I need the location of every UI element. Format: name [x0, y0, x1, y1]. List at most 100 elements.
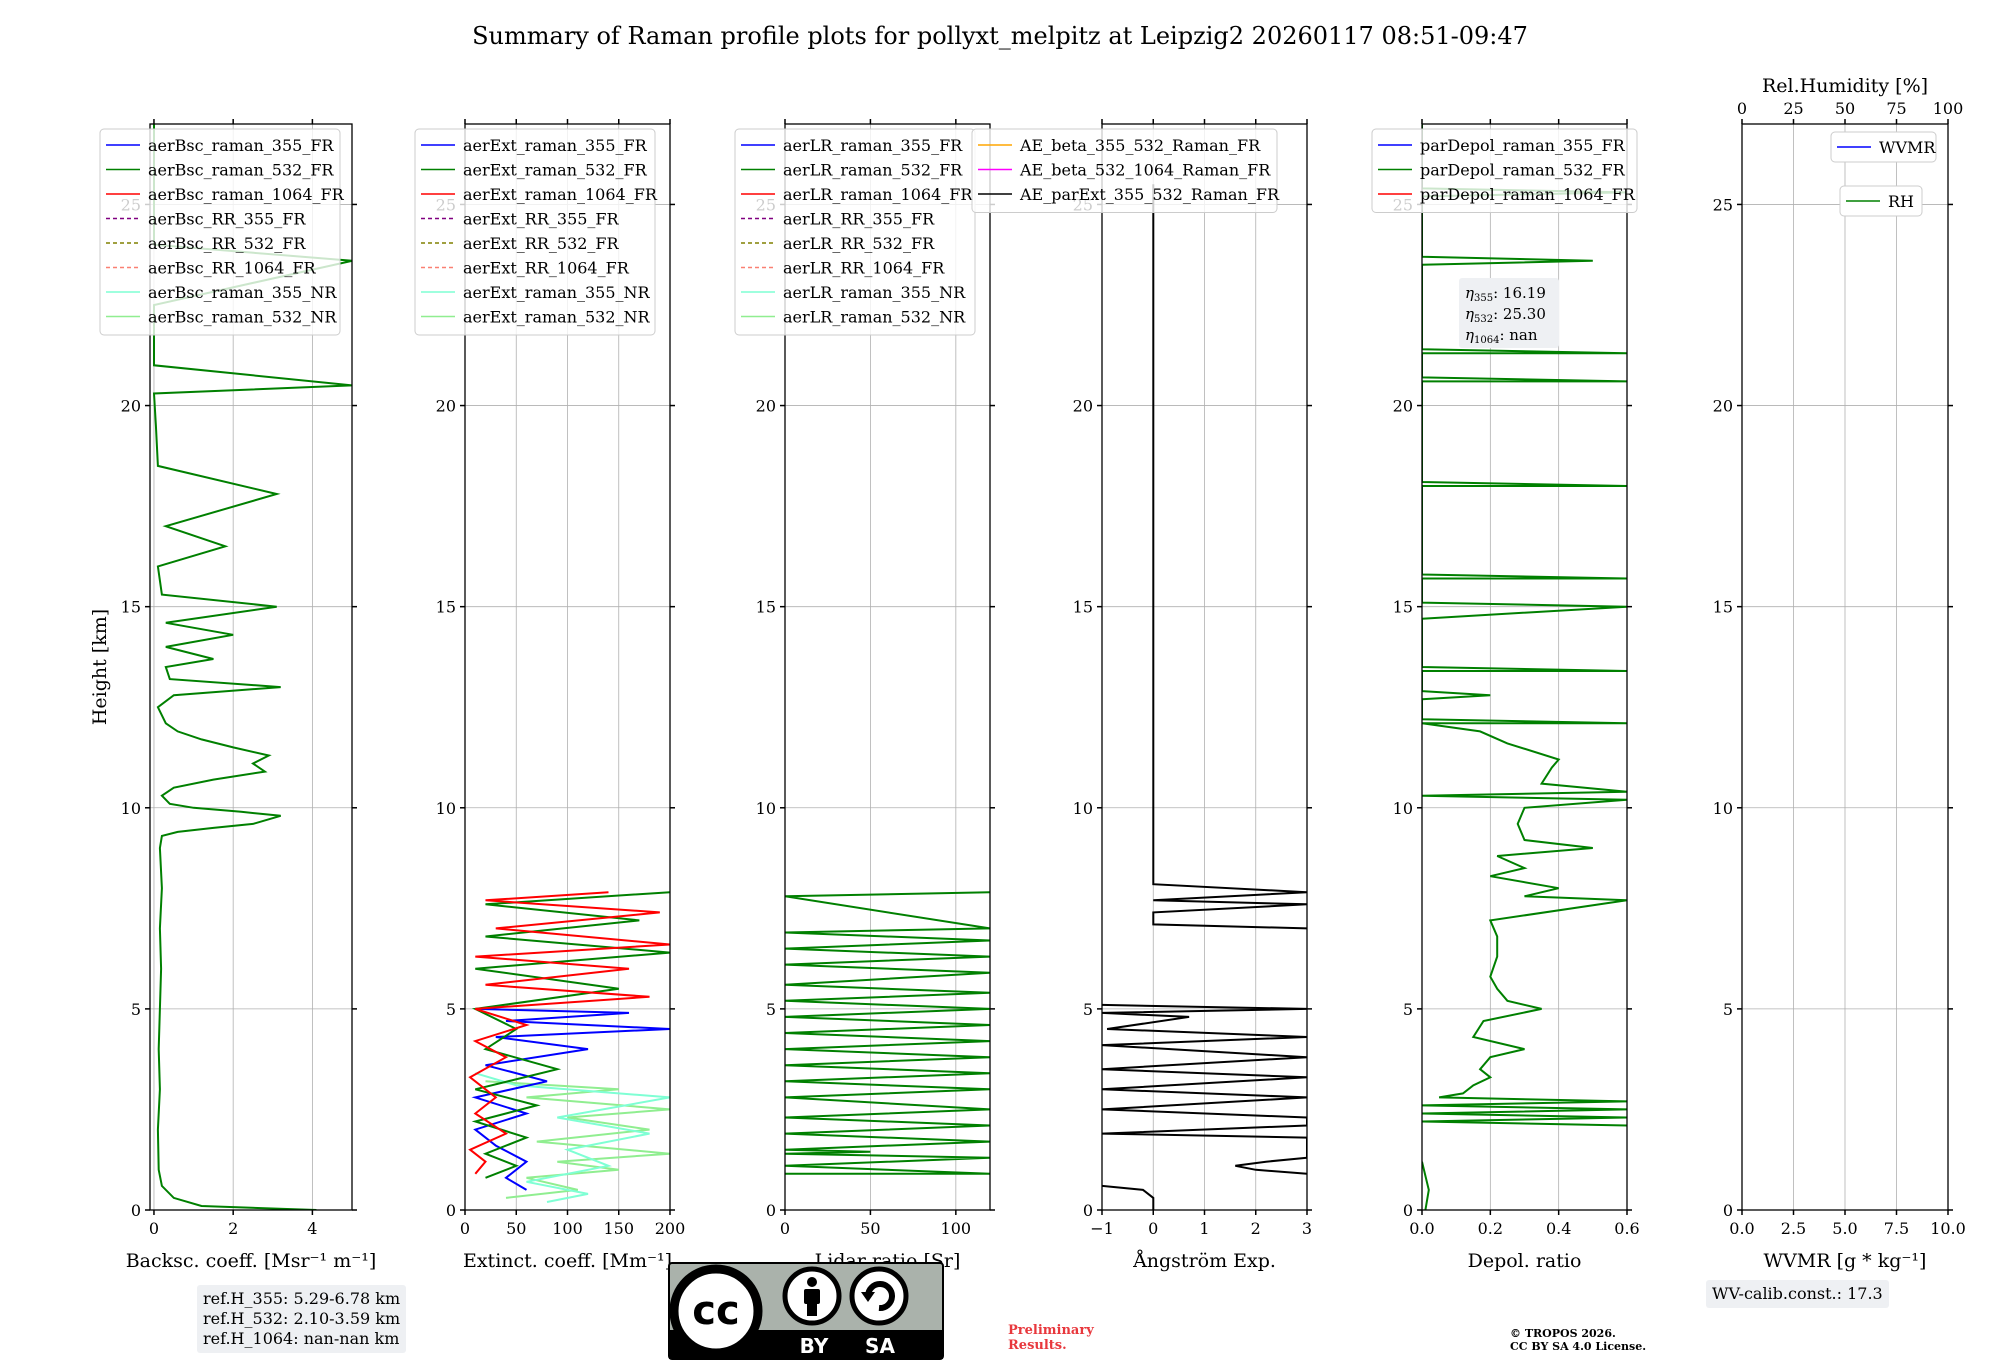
x-tick-label: 10.0	[1930, 1219, 1966, 1238]
badge-sa-text: SA	[865, 1334, 895, 1358]
x-axis-label: Ångström Exp.	[1132, 1250, 1276, 1272]
legend-label: RH	[1888, 192, 1914, 211]
x-tick-label: 0	[460, 1219, 470, 1238]
series-group	[785, 891, 990, 1175]
y-tick-label: 10	[121, 799, 141, 818]
x-tick-label: 150	[603, 1219, 634, 1238]
panel-bsc: 0510152025024Backsc. coeff. [Msr⁻¹ m⁻¹]a…	[99, 119, 377, 1272]
x-tick-label: −1	[1090, 1219, 1114, 1238]
legend-RH: RH	[1839, 185, 1923, 217]
x-tick-label: 100	[552, 1219, 583, 1238]
panel-ext: 0510152025050100150200Extinct. coeff. [M…	[414, 119, 686, 1272]
y-tick-label: 20	[1073, 397, 1093, 416]
eta-355: η355: 16.19	[1465, 284, 1546, 304]
series-group	[468, 891, 670, 1203]
legend-label: aerLR_raman_532_FR	[783, 161, 963, 180]
legend-label: aerExt_raman_532_NR	[463, 308, 651, 327]
eta-532: η532: 25.30	[1465, 305, 1546, 325]
x-tick-label: 0.2	[1478, 1219, 1503, 1238]
legend-label: aerBsc_raman_1064_FR	[148, 185, 345, 204]
x-axis-label: WVMR [g * kg⁻¹]	[1764, 1250, 1927, 1272]
reference-height-box: ref.H_355: 5.29-6.78 km ref.H_532: 2.10-…	[197, 1285, 407, 1353]
wv-calib-const: WV-calib.const.: 17.3	[1712, 1284, 1883, 1303]
legend-frame	[99, 128, 341, 336]
y-tick-label: 15	[436, 598, 456, 617]
series-line-AE_parExt_355_532_Raman_FR	[1102, 1003, 1307, 1175]
y-tick-label: 5	[1083, 1000, 1093, 1019]
y-tick-label: 20	[756, 397, 776, 416]
legend-label: parDepol_raman_1064_FR	[1420, 185, 1636, 204]
copyright-line-1: © TROPOS 2026.	[1510, 1327, 1616, 1340]
series-line-aerExt_raman_1064_FR	[468, 891, 670, 1175]
y-tick-label: 10	[436, 799, 456, 818]
legend-WVMR: WVMR	[1830, 131, 1937, 163]
x-tick-label: 7.5	[1884, 1219, 1909, 1238]
y-tick-label: 5	[446, 1000, 456, 1019]
x-tick-label: 0	[780, 1219, 790, 1238]
legend-label: aerLR_raman_1064_FR	[783, 185, 973, 204]
legend-label: aerExt_raman_355_FR	[463, 136, 648, 155]
x-tick-label: 50	[506, 1219, 526, 1238]
legend-label: aerExt_raman_355_NR	[463, 283, 651, 302]
legend-label: aerExt_RR_1064_FR	[463, 259, 630, 278]
legend-label: aerExt_RR_355_FR	[463, 210, 620, 229]
legend: aerLR_raman_355_FR aerLR_raman_532_FR aerL…	[734, 128, 976, 336]
legend-label: AE_beta_355_532_Raman_FR	[1019, 136, 1261, 155]
legend-label: aerBsc_RR_532_FR	[148, 234, 306, 253]
y-tick-label: 0	[131, 1201, 141, 1220]
y-tick-label: 0	[1723, 1201, 1733, 1220]
share-alike-icon	[849, 1266, 909, 1326]
top-x-tick-label: 25	[1783, 99, 1803, 118]
top-x-tick-label: 75	[1886, 99, 1906, 118]
series-line-aerExt_raman_355_NR	[475, 1072, 670, 1203]
axes-frame	[784, 123, 991, 1211]
x-tick-label: 0.4	[1546, 1219, 1571, 1238]
legend-label: aerExt_RR_532_FR	[463, 234, 620, 253]
series-line-aerLR_raman_532_FR	[785, 891, 990, 1175]
legend-frame	[1830, 131, 1937, 163]
series-line-AE_parExt_355_532_Raman_FR	[1102, 1184, 1155, 1210]
legend-label: aerBsc_RR_1064_FR	[148, 259, 317, 278]
y-tick-label: 25	[1713, 195, 1733, 214]
axes-frame	[149, 123, 353, 1211]
y-tick-label: 15	[1393, 598, 1413, 617]
x-axis-label: Depol. ratio	[1468, 1250, 1582, 1272]
legend-frame	[1371, 128, 1638, 213]
legend-frame	[971, 128, 1278, 213]
series-line-AE_parExt_355_532_Raman_FR	[1152, 184, 1307, 930]
figure-title: Summary of Raman profile plots for polly…	[472, 22, 1528, 50]
y-tick-label: 10	[1713, 799, 1733, 818]
y-tick-label: 5	[131, 1000, 141, 1019]
legend-label: aerLR_raman_355_NR	[783, 283, 966, 302]
top-x-tick-label: 50	[1835, 99, 1855, 118]
y-tick-label: 0	[1083, 1201, 1093, 1220]
legend: aerBsc_raman_355_FR aerBsc_raman_532_FRae…	[99, 128, 345, 336]
legend-frame	[1839, 185, 1923, 217]
legend-label: aerLR_raman_355_FR	[783, 136, 963, 155]
y-tick-label: 15	[121, 598, 141, 617]
y-tick-label: 20	[1393, 397, 1413, 416]
legend-label: aerBsc_raman_532_FR	[148, 161, 334, 180]
y-tick-label: 0	[766, 1201, 776, 1220]
series-line-aerBsc_raman_532_FR	[152, 124, 352, 1210]
panel-wv: 0 5 10 15 20 25 0.0 2.5 5.0 7.5 10.0 0 25 50 75 100 Rel.…	[1713, 75, 1966, 1272]
y-tick-label: 5	[1723, 1000, 1733, 1019]
x-tick-label: 3	[1302, 1219, 1312, 1238]
copyright-note: © TROPOS 2026. CC BY SA 4.0 License.	[1510, 1327, 1646, 1353]
legend-label: aerExt_raman_1064_FR	[463, 185, 658, 204]
x-tick-label: 2.5	[1781, 1219, 1806, 1238]
x-tick-label: 0	[1148, 1219, 1158, 1238]
x-tick-label: 0.6	[1614, 1219, 1639, 1238]
legend-frame	[734, 128, 976, 336]
x-tick-label: 200	[655, 1219, 686, 1238]
x-tick-label: 0.0	[1729, 1219, 1754, 1238]
ref-h-1064: ref.H_1064: nan-nan km	[203, 1329, 400, 1348]
x-axis-label: Backsc. coeff. [Msr⁻¹ m⁻¹]	[126, 1250, 377, 1272]
legend-label: parDepol_raman_532_FR	[1420, 161, 1626, 180]
preliminary-line-1: Preliminary	[1008, 1323, 1094, 1338]
ref-h-532: ref.H_532: 2.10-3.59 km	[203, 1309, 401, 1328]
badge-by-text: BY	[800, 1334, 829, 1358]
